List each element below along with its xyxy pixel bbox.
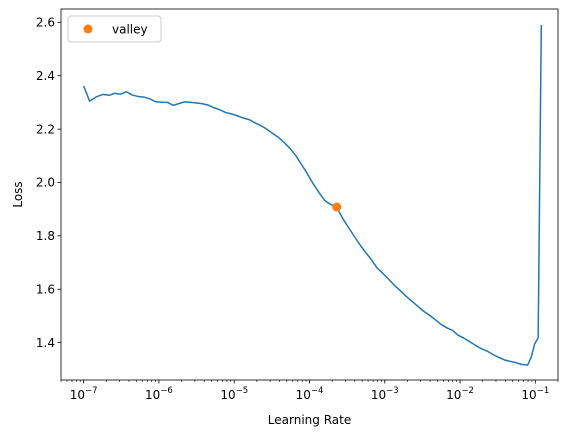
- x-axis-label: Learning Rate: [268, 413, 351, 427]
- y-tick-label: 2.2: [36, 122, 55, 136]
- x-tick-label: 10−6: [145, 386, 173, 402]
- y-tick-label: 1.8: [36, 229, 55, 243]
- y-axis-label: Loss: [11, 181, 25, 207]
- x-tick-label: 10−2: [446, 386, 474, 402]
- axes-frame: [60, 8, 559, 381]
- axis-ticks: 10−7 10−6 10−5 10−4 10−3 10−2 10−1 1.4 1.6 1.8 2.0…: [36, 16, 559, 402]
- y-tick-label: 2.6: [36, 16, 55, 30]
- plot-area: [82, 25, 543, 366]
- loss-series-line: [82, 25, 543, 366]
- x-tick-label: 10−4: [296, 386, 324, 402]
- legend-box: [67, 15, 162, 43]
- x-tick-label: 10−1: [521, 386, 549, 402]
- x-tick-label: 10−3: [371, 386, 399, 402]
- y-tick-label: 2.4: [36, 69, 55, 83]
- x-tick-label: 10−7: [70, 386, 98, 402]
- legend: valley: [67, 15, 162, 43]
- valley-point: [332, 202, 342, 212]
- x-tick-label: 10−5: [220, 386, 248, 402]
- legend-label-valley: valley: [112, 23, 148, 37]
- legend-marker-valley: [83, 24, 93, 34]
- y-tick-label: 1.4: [36, 336, 55, 350]
- y-tick-label: 2.0: [36, 176, 55, 190]
- y-tick-label: 1.6: [36, 282, 55, 296]
